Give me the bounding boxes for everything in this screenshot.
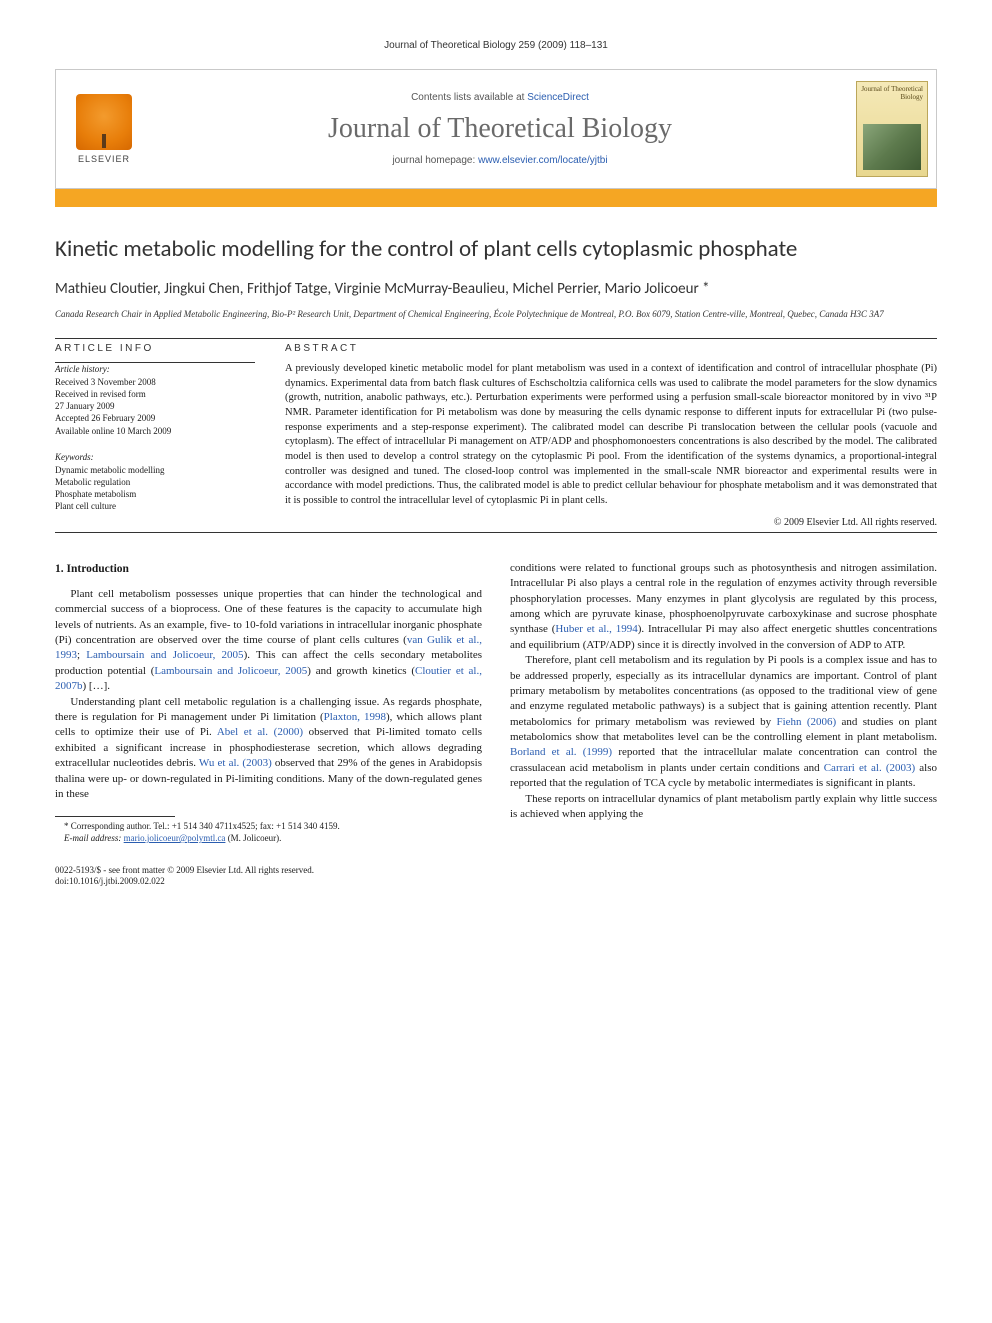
cover-title: Journal of Theoretical Biology [861,86,923,101]
article-info-head: ARTICLE INFO [55,343,255,354]
abstract-text: A previously developed kinetic metabolic… [285,362,937,509]
contents-available-line: Contents lists available at ScienceDirec… [144,92,856,103]
citation-link[interactable]: Borland et al. (1999) [510,746,612,758]
history-line: Available online 10 March 2009 [55,425,255,437]
info-abstract-row: ARTICLE INFO Article history: Received 3… [55,343,937,528]
keywords-block: Keywords: Dynamic metabolic modelling Me… [55,451,255,513]
article-title: Kinetic metabolic modelling for the cont… [55,235,937,264]
abstract-head: ABSTRACT [285,343,937,354]
keyword: Metabolic regulation [55,476,255,488]
running-head: Journal of Theoretical Biology 259 (2009… [55,40,937,51]
abstract-column: ABSTRACT A previously developed kinetic … [285,343,937,528]
body-paragraph: These reports on intracellular dynamics … [510,792,937,823]
journal-name: Journal of Theoretical Biology [144,113,856,145]
citation-link[interactable]: Wu et al. (2003) [199,757,272,769]
elsevier-logo: ELSEVIER [64,84,144,174]
footnote-rule [55,816,175,817]
citation-link[interactable]: Fiehn (2006) [776,716,836,728]
history-line: Received in revised form [55,388,255,400]
doi-line: doi:10.1016/j.jtbi.2009.02.022 [55,876,937,888]
citation-link[interactable]: Huber et al., 1994 [555,623,637,635]
body-columns: 1. Introduction Plant cell metabolism po… [55,561,937,845]
body-paragraph: Understanding plant cell metabolic regul… [55,695,482,803]
publisher-name: ELSEVIER [78,154,130,164]
elsevier-tree-icon [76,94,132,150]
history-line: 27 January 2009 [55,400,255,412]
history-line: Accepted 26 February 2009 [55,412,255,424]
homepage-line: journal homepage: www.elsevier.com/locat… [144,155,856,166]
footnote-block: * Corresponding author. Tel.: +1 514 340… [55,816,482,844]
affiliation: Canada Research Chair in Applied Metabol… [55,308,937,320]
keywords-head: Keywords: [55,451,255,463]
abstract-copyright: © 2009 Elsevier Ltd. All rights reserved… [285,517,937,528]
orange-divider-bar [55,189,937,207]
body-paragraph: conditions were related to functional gr… [510,561,937,653]
homepage-prefix: journal homepage: [392,155,478,166]
cover-image-icon [863,124,921,170]
email-who: (M. Jolicoeur). [228,833,282,843]
body-paragraph: Therefore, plant cell metabolism and its… [510,653,937,792]
footer: 0022-5193/$ - see front matter © 2009 El… [55,865,937,888]
citation-link[interactable]: Abel et al. (2000) [217,726,303,738]
citation-link[interactable]: Plaxton, 1998 [324,711,386,723]
contents-prefix: Contents lists available at [411,92,527,103]
email-note: E-mail address: mario.jolicoeur@polymtl.… [55,833,482,845]
email-link[interactable]: mario.jolicoeur@polymtl.ca [124,833,226,843]
authors-line: Mathieu Cloutier, Jingkui Chen, Frithjof… [55,280,937,298]
article-info-column: ARTICLE INFO Article history: Received 3… [55,343,255,528]
keyword: Phosphate metabolism [55,488,255,500]
corresponding-author-note: * Corresponding author. Tel.: +1 514 340… [55,821,482,833]
citation-link[interactable]: Lamboursain and Jolicoeur, 2005 [86,649,243,661]
keyword: Plant cell culture [55,500,255,512]
section-1-head: 1. Introduction [55,561,482,577]
front-matter-line: 0022-5193/$ - see front matter © 2009 El… [55,865,937,877]
journal-cover-thumbnail: Journal of Theoretical Biology [856,81,928,177]
article-history: Article history: Received 3 November 200… [55,363,255,437]
contents-banner: ELSEVIER Contents lists available at Sci… [55,69,937,189]
sciencedirect-link[interactable]: ScienceDirect [527,92,589,103]
body-paragraph: Plant cell metabolism possesses unique p… [55,587,482,695]
homepage-link[interactable]: www.elsevier.com/locate/yjtbi [478,155,608,166]
email-label: E-mail address: [64,833,121,843]
keyword: Dynamic metabolic modelling [55,464,255,476]
page: Journal of Theoretical Biology 259 (2009… [0,0,992,918]
rule-top [55,338,937,339]
history-line: Received 3 November 2008 [55,376,255,388]
banner-center: Contents lists available at ScienceDirec… [144,92,856,166]
citation-link[interactable]: Lamboursain and Jolicoeur, 2005 [154,665,307,677]
rule-bottom [55,532,937,533]
history-head: Article history: [55,363,255,375]
citation-link[interactable]: Carrari et al. (2003) [824,762,915,774]
